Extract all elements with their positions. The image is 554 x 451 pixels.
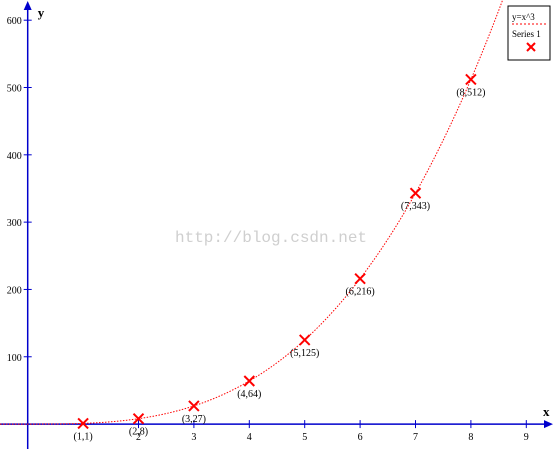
legend-entry-curve: y=x^3 (512, 12, 535, 22)
x-tick-label: 4 (247, 432, 252, 443)
x-axis-arrow (544, 420, 553, 429)
point-marker-stroke (409, 187, 422, 199)
legend-series-marker (526, 42, 536, 52)
point-label: (6,216) (346, 287, 375, 298)
point-marker-stroke (354, 272, 366, 285)
point-marker-stroke (77, 417, 89, 430)
point-label: (4,64) (237, 389, 261, 400)
y-tick-label: 400 (7, 151, 22, 162)
data-point: (6,216) (346, 272, 375, 298)
x-tick-label: 3 (191, 432, 196, 443)
point-marker-stroke (132, 412, 145, 425)
point-label: (2,8) (129, 427, 148, 438)
point-label: (3,27) (182, 414, 206, 425)
legend-box (507, 5, 551, 61)
point-marker-stroke (298, 334, 311, 346)
x-axis-label: x (543, 404, 550, 419)
x-tick-label: 5 (302, 432, 307, 443)
y-tick-label: 300 (7, 218, 22, 229)
data-point: (2,8) (129, 412, 148, 438)
legend: y=x^3 Series 1 (507, 5, 551, 61)
data-point: (4,64) (237, 375, 261, 400)
x-tick-label: 6 (358, 432, 363, 443)
legend-entry-series: Series 1 (512, 29, 541, 39)
data-point: (7,343) (401, 187, 430, 212)
legend-marker-stroke (526, 42, 536, 52)
point-label: (5,125) (290, 348, 319, 359)
y-axis-arrow (23, 1, 32, 10)
data-point: (1,1) (74, 417, 93, 442)
point-label: (8,512) (456, 87, 485, 98)
x-tick-label: 7 (413, 432, 418, 443)
point-label: (1,1) (74, 431, 93, 442)
y-tick-label: 200 (7, 285, 22, 296)
point-marker-stroke (465, 73, 477, 86)
y-axis-label: y (38, 5, 45, 20)
x-tick-label: 8 (468, 432, 473, 443)
point-marker-stroke (243, 375, 256, 387)
y-tick-label: 500 (7, 84, 22, 95)
data-points: (1,1) (2,8) (3,27) (4,64) (5,125) (6,216) (7,3… (74, 73, 485, 442)
y-tick-label: 100 (7, 353, 22, 364)
watermark: http://blog.csdn.net (175, 229, 367, 247)
data-point: (3,27) (182, 400, 206, 425)
point-label: (7,343) (401, 201, 430, 212)
point-marker-stroke (188, 400, 200, 412)
data-point: (8,512) (456, 73, 485, 98)
x-tick-label: 9 (524, 432, 529, 443)
data-point: (5,125) (290, 334, 319, 359)
x-tick-label: 2 (136, 432, 141, 443)
y-tick-label: 600 (7, 16, 22, 27)
